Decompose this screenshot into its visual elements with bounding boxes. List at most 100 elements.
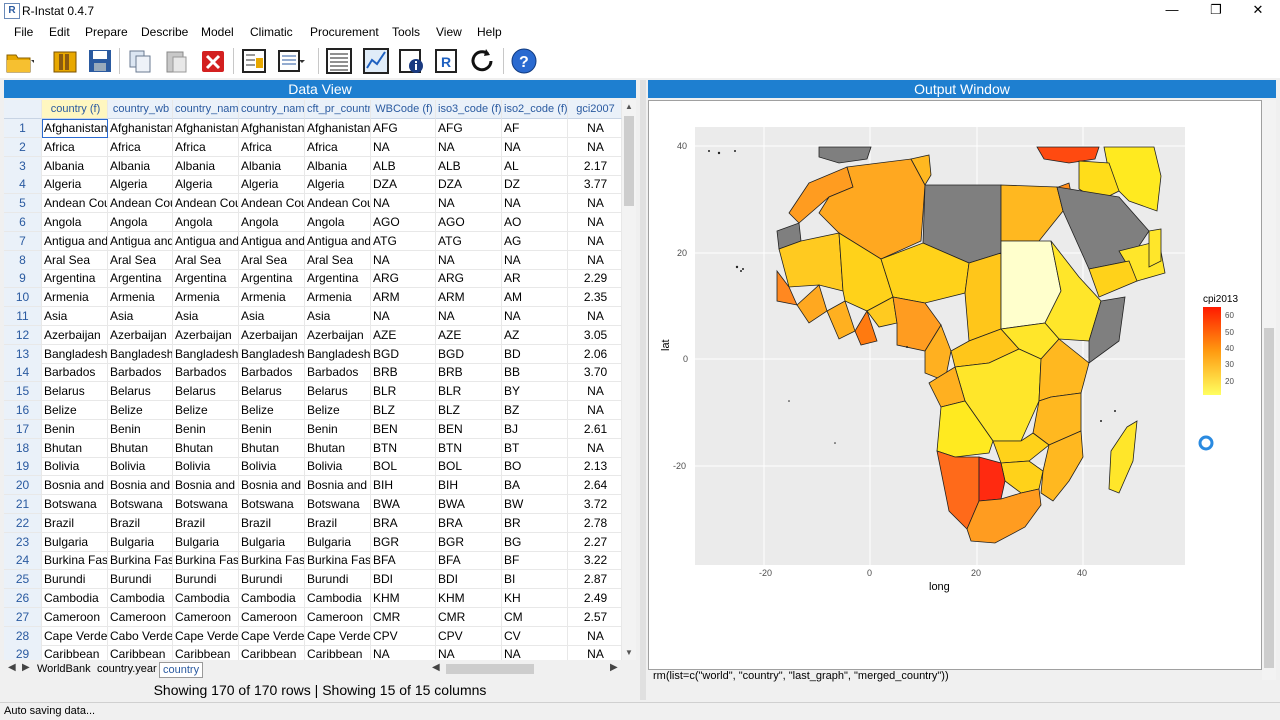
table-cell[interactable]: BWA — [436, 495, 502, 514]
table-row[interactable]: 8 Aral Sea Aral Sea Aral Sea Aral Sea Aral Se… — [4, 250, 622, 270]
table-cell[interactable]: Burundi — [173, 570, 239, 590]
table-cell[interactable]: Afghanistan — [42, 119, 108, 138]
table-cell[interactable]: NA — [502, 137, 568, 157]
row-number[interactable]: 2 — [4, 137, 42, 157]
table-cell[interactable]: NA — [502, 645, 568, 660]
table-cell[interactable]: Brazil — [108, 513, 173, 533]
table-cell[interactable]: Armenia — [173, 288, 239, 308]
table-cell[interactable]: Bosnia and — [108, 476, 173, 496]
table-cell[interactable]: AR — [502, 269, 568, 289]
table-cell[interactable]: Barbados — [42, 363, 108, 383]
table-cell[interactable]: Brazil — [173, 513, 239, 533]
table-cell[interactable]: AFG — [436, 119, 502, 138]
data-frame-metadata-icon[interactable] — [239, 46, 269, 76]
table-cell[interactable]: ARG — [371, 269, 436, 289]
table-cell[interactable]: Burundi — [42, 570, 108, 590]
table-cell[interactable]: KH — [502, 589, 568, 608]
table-cell[interactable]: Cameroon — [173, 607, 239, 627]
table-cell[interactable]: Andean Cou — [239, 194, 305, 214]
table-cell[interactable]: ATG — [436, 231, 502, 251]
menu-tools[interactable]: Tools — [392, 25, 421, 39]
table-cell[interactable]: ARM — [436, 288, 502, 308]
table-cell[interactable]: BT — [502, 438, 568, 458]
table-cell[interactable]: BFA — [371, 551, 436, 571]
table-cell[interactable]: 2.29 — [568, 269, 622, 289]
table-cell[interactable]: Andean Cou — [173, 194, 239, 214]
menu-view[interactable]: View — [436, 25, 462, 39]
menu-climatic[interactable]: Climatic — [250, 25, 293, 39]
table-cell[interactable]: Bhutan — [173, 438, 239, 458]
table-cell[interactable]: BZ — [502, 401, 568, 420]
menu-file[interactable]: File — [14, 25, 34, 39]
menu-help[interactable]: Help — [477, 25, 502, 39]
data-vertical-scrollbar[interactable]: ▲ ▼ — [622, 100, 636, 660]
table-cell[interactable]: BLR — [371, 382, 436, 402]
row-number[interactable]: 24 — [4, 551, 42, 571]
table-cell[interactable]: Belize — [305, 401, 371, 420]
table-cell[interactable]: Algeria — [42, 175, 108, 195]
tab-worldbank[interactable]: WorldBank — [37, 663, 91, 675]
table-row[interactable]: 25 Burundi Burundi Burundi Burundi Burundi BDI… — [4, 570, 622, 590]
table-cell[interactable]: BA — [502, 476, 568, 496]
table-cell[interactable]: Bangladesh — [42, 344, 108, 364]
table-cell[interactable]: NA — [568, 307, 622, 326]
table-cell[interactable]: DZA — [371, 175, 436, 195]
table-cell[interactable]: DZ — [502, 175, 568, 195]
menu-procurement[interactable]: Procurement — [310, 25, 379, 39]
table-cell[interactable]: Cape Verde — [42, 626, 108, 646]
table-cell[interactable]: Asia — [239, 307, 305, 326]
table-cell[interactable]: Botswana — [108, 495, 173, 514]
maximize-button[interactable]: ❐ — [1210, 2, 1222, 17]
table-cell[interactable]: 2.64 — [568, 476, 622, 496]
table-cell[interactable]: Asia — [42, 307, 108, 326]
row-number[interactable]: 26 — [4, 589, 42, 608]
table-cell[interactable]: Armenia — [305, 288, 371, 308]
table-cell[interactable]: Cabo Verde — [108, 626, 173, 646]
row-number[interactable]: 19 — [4, 457, 42, 477]
table-cell[interactable]: CMR — [371, 607, 436, 627]
table-cell[interactable]: BTN — [436, 438, 502, 458]
hscroll-right-icon[interactable]: ▶ — [610, 662, 618, 673]
table-cell[interactable]: NA — [568, 231, 622, 251]
table-cell[interactable]: Africa — [42, 137, 108, 157]
table-cell[interactable]: AGO — [436, 213, 502, 232]
table-row[interactable]: 14 Barbados Barbados Barbados Barbados Barbad… — [4, 363, 622, 383]
table-cell[interactable]: Burkina Fas — [42, 551, 108, 571]
table-cell[interactable]: AL — [502, 156, 568, 176]
table-cell[interactable]: AF — [502, 119, 568, 138]
table-row[interactable]: 1 Afghanistan Afghanistan Afghanistan Afghan… — [4, 119, 622, 138]
table-cell[interactable]: AZE — [436, 325, 502, 345]
table-cell[interactable]: Bolivia — [108, 457, 173, 477]
table-cell[interactable]: DZA — [436, 175, 502, 195]
table-cell[interactable]: Bangladesh — [239, 344, 305, 364]
table-row[interactable]: 18 Bhutan Bhutan Bhutan Bhutan Bhutan BTN BTN BT… — [4, 438, 622, 458]
table-cell[interactable]: Cameroon — [305, 607, 371, 627]
table-cell[interactable]: Cambodia — [108, 589, 173, 608]
table-row[interactable]: 20 Bosnia and Bosnia and Bosnia and Bosnia a… — [4, 476, 622, 496]
tab-scroll-left-icon[interactable]: ◀ — [8, 662, 16, 673]
table-cell[interactable]: 2.17 — [568, 156, 622, 176]
table-row[interactable]: 10 Armenia Armenia Armenia Armenia Armenia ARM… — [4, 288, 622, 308]
column-header[interactable]: country_wb — [108, 100, 173, 119]
table-cell[interactable]: BOL — [371, 457, 436, 477]
table-cell[interactable]: Aral Sea — [42, 250, 108, 270]
table-cell[interactable]: Bulgaria — [239, 532, 305, 552]
table-cell[interactable]: Belize — [42, 401, 108, 420]
view-output-icon[interactable] — [361, 46, 391, 76]
row-number[interactable]: 4 — [4, 175, 42, 195]
table-row[interactable]: 28 Cape Verde Cabo Verde Cape Verde Cape Ver… — [4, 626, 622, 646]
table-cell[interactable]: BGR — [371, 532, 436, 552]
table-cell[interactable]: BRA — [436, 513, 502, 533]
table-cell[interactable]: Benin — [42, 419, 108, 439]
table-cell[interactable]: NA — [436, 645, 502, 660]
help-icon[interactable]: ? — [509, 46, 539, 76]
table-cell[interactable]: Benin — [239, 419, 305, 439]
r-script-icon[interactable]: R — [432, 46, 462, 76]
table-row[interactable]: 4 Algeria Algeria Algeria Algeria Algeria DZA D… — [4, 175, 622, 195]
table-cell[interactable]: Bolivia — [42, 457, 108, 477]
table-cell[interactable]: NA — [568, 119, 622, 138]
table-cell[interactable]: NA — [568, 382, 622, 402]
table-cell[interactable]: Afghanistan — [108, 119, 173, 138]
row-number[interactable]: 23 — [4, 532, 42, 552]
table-cell[interactable]: Belarus — [42, 382, 108, 402]
